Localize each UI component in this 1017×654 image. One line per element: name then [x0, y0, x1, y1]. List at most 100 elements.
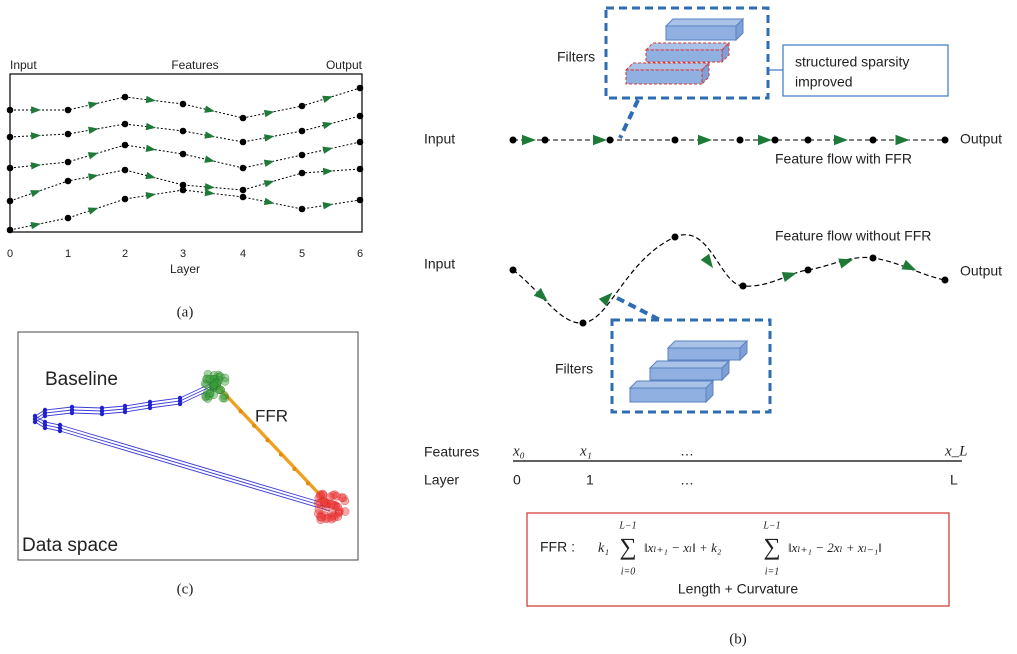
label: Output: [326, 58, 363, 72]
flow-arrow: [204, 106, 215, 116]
node: [510, 267, 517, 274]
filter-top: [626, 63, 709, 70]
flow-arrow: [264, 132, 275, 141]
label: Layer: [424, 472, 459, 488]
input-cluster: [216, 372, 224, 380]
formula: L−1: [618, 520, 636, 531]
node: [122, 142, 129, 149]
node: [65, 107, 72, 114]
feature-path: [10, 190, 360, 230]
figure: 0123456 Input Features Output Layer (a) …: [0, 0, 1017, 654]
baseline-point: [58, 429, 62, 433]
ffr-point: [239, 409, 243, 413]
output-cluster: [320, 498, 328, 506]
layer: L: [950, 472, 958, 488]
tick-label: 4: [240, 248, 246, 260]
flow-arrow: [88, 149, 100, 159]
input-cluster: [216, 386, 224, 394]
node: [672, 234, 679, 241]
label: Output: [960, 263, 1002, 279]
label: Features: [171, 58, 218, 72]
flow-arrow: [782, 268, 798, 282]
flow-arrow: [264, 198, 275, 207]
output-cluster: [315, 506, 323, 514]
flow-arrow: [146, 145, 157, 154]
node: [240, 194, 247, 201]
layer: 0: [513, 472, 521, 488]
tick-label: 2: [122, 248, 128, 260]
filter-front: [668, 348, 740, 360]
connector: [617, 298, 660, 320]
node: [357, 139, 364, 146]
node: [299, 206, 306, 213]
node: [942, 277, 949, 284]
flow-arrow: [698, 135, 712, 146]
tick-label: 0: [7, 248, 13, 260]
label: Baseline: [45, 369, 118, 390]
filter-top: [650, 361, 729, 368]
flow-arrow: [323, 167, 333, 175]
formula-caption: Length + Curvature: [678, 581, 798, 597]
output-cluster: [341, 508, 349, 516]
flow-arrow: [323, 200, 334, 209]
baseline-point: [70, 411, 74, 415]
baseline-point: [148, 406, 152, 410]
node: [870, 255, 877, 262]
connector: [620, 100, 638, 138]
feature: x_L: [944, 443, 968, 459]
node: [240, 187, 247, 194]
node: [180, 151, 187, 158]
flow-arrow: [31, 106, 41, 114]
formula: ‖xₗ₊₁ − xₗ‖ + k₂: [644, 540, 722, 555]
node: [357, 85, 364, 92]
node: [357, 113, 364, 120]
node: [122, 196, 129, 203]
ffr-point: [306, 481, 310, 485]
formula: L−1: [762, 520, 780, 531]
flow-arrow: [204, 131, 215, 140]
node: [180, 128, 187, 135]
label: Feature flow with FFR: [775, 151, 912, 167]
baseline-point: [43, 426, 47, 430]
formula: ∑: [763, 535, 780, 561]
filter-top: [630, 381, 713, 388]
node: [299, 170, 306, 177]
baseline-point: [178, 402, 182, 406]
filter-front: [646, 50, 722, 62]
tick-label: 1: [65, 248, 71, 260]
node: [299, 103, 306, 110]
feature: …: [680, 443, 694, 459]
node: [942, 137, 949, 144]
ffr-point: [279, 453, 283, 457]
node: [122, 94, 129, 101]
label: Filters: [557, 49, 595, 65]
flow-arrow: [88, 99, 99, 109]
caption: (c): [177, 581, 194, 597]
formula-name: FFR :: [540, 539, 575, 555]
input-cluster: [206, 389, 214, 397]
node: [7, 227, 14, 234]
node: [65, 178, 72, 185]
formula: ‖xₗ₊₁ − 2xₗ + xₗ₋₁‖: [788, 540, 882, 555]
filter-front: [630, 388, 706, 402]
node: [737, 137, 744, 144]
flow-arrow: [31, 161, 42, 169]
label: Data space: [22, 535, 118, 556]
flow-arrow: [593, 135, 607, 146]
flow-arrow: [264, 177, 276, 187]
baseline-point: [100, 412, 104, 416]
label: Input: [424, 256, 455, 272]
node: [580, 320, 587, 327]
node: [607, 137, 614, 144]
ffr-point: [266, 438, 270, 442]
flow-arrow: [896, 135, 910, 146]
flow-arrow: [322, 119, 334, 129]
baseline-point: [43, 414, 47, 418]
flow-arrow: [264, 157, 275, 166]
node: [7, 165, 14, 172]
node: [299, 152, 306, 159]
output-cluster: [328, 515, 336, 523]
node: [122, 121, 129, 128]
node: [740, 283, 747, 290]
